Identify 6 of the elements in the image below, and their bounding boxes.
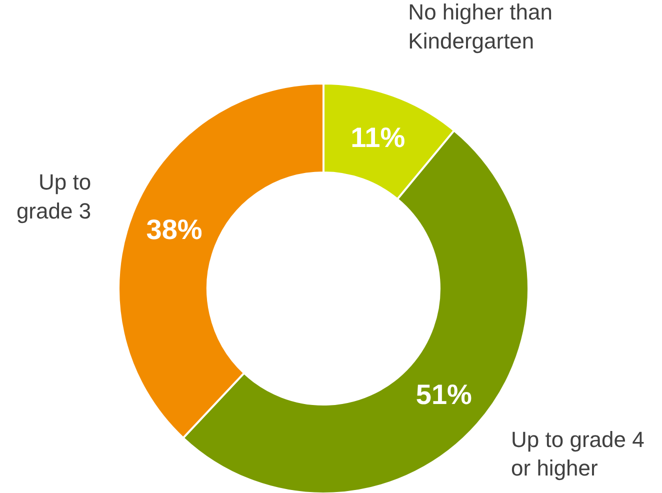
data-label: 11% (350, 122, 406, 153)
slice-label: No higher than Kindergarten (408, 0, 553, 54)
slice-label: Up to grade 3 (16, 170, 92, 224)
data-label: 51% (416, 379, 472, 410)
slice-label: Up to grade 4 or higher (511, 426, 644, 481)
data-label: 38% (146, 214, 202, 245)
